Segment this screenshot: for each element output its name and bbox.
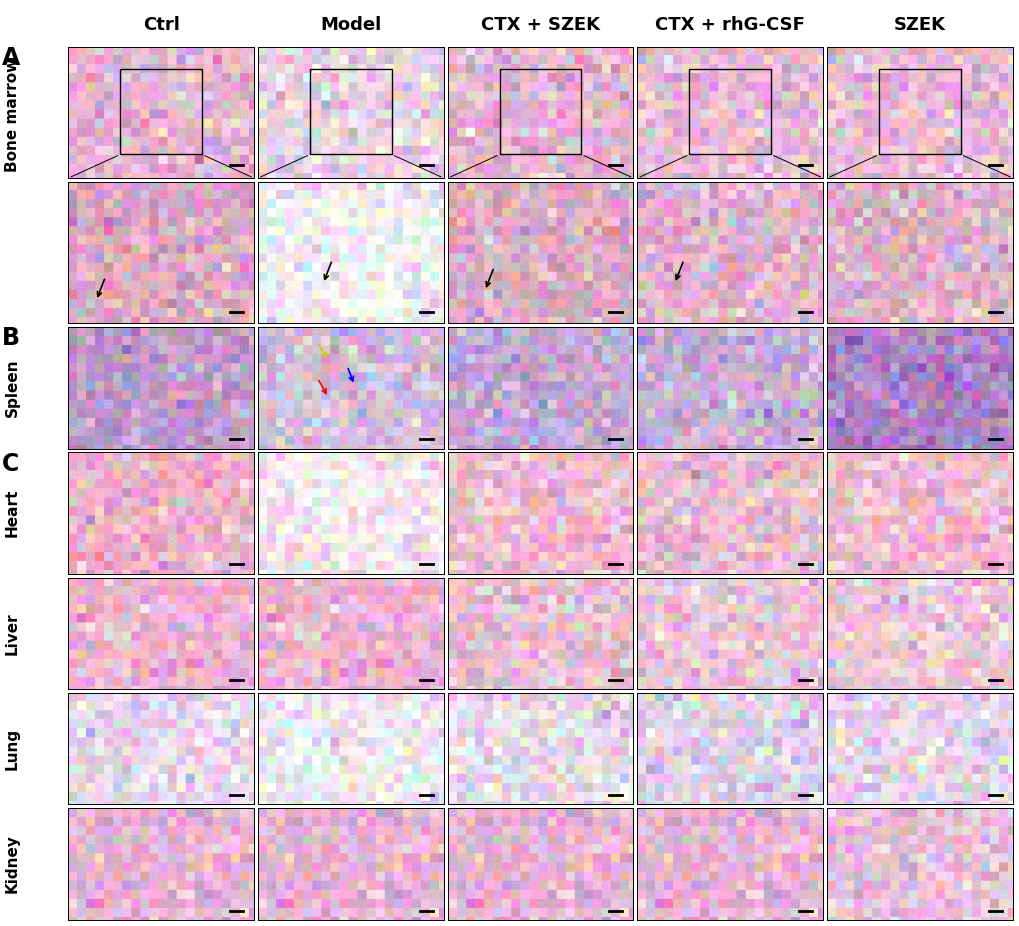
Text: Heart: Heart <box>5 489 19 537</box>
Text: SZEK: SZEK <box>894 16 945 33</box>
Bar <box>120 69 202 155</box>
Bar <box>689 69 770 155</box>
Bar <box>499 69 581 155</box>
Text: C: C <box>2 452 19 476</box>
Bar <box>310 69 391 155</box>
Text: Spleen: Spleen <box>5 358 19 418</box>
Text: Ctrl: Ctrl <box>143 16 179 33</box>
Text: Kidney: Kidney <box>5 834 19 894</box>
Bar <box>878 69 960 155</box>
Text: B: B <box>2 327 20 350</box>
Text: CTX + rhG-CSF: CTX + rhG-CSF <box>655 16 804 33</box>
Text: Bone marrow: Bone marrow <box>5 57 19 172</box>
Text: Liver: Liver <box>5 612 19 655</box>
Text: A: A <box>2 46 20 70</box>
Text: Model: Model <box>320 16 381 33</box>
Text: Lung: Lung <box>5 728 19 770</box>
Text: CTX + SZEK: CTX + SZEK <box>481 16 599 33</box>
